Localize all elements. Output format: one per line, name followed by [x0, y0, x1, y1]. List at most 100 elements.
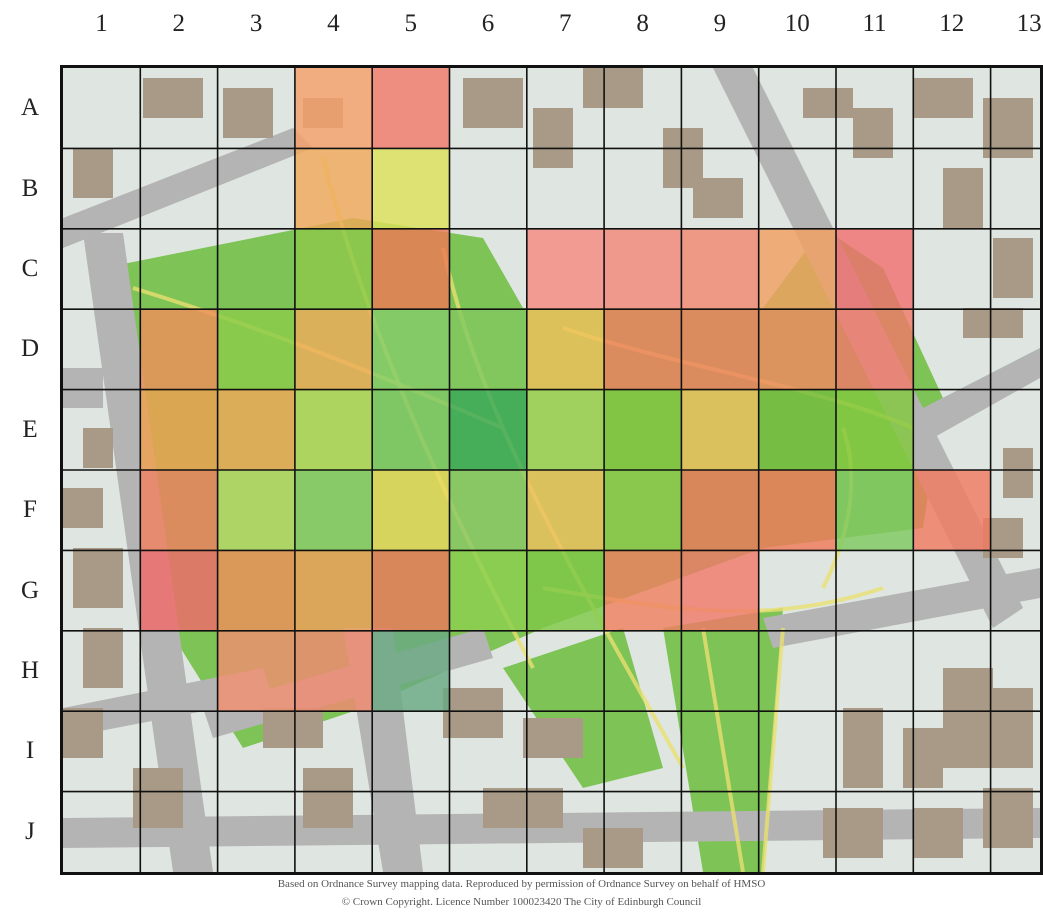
heat-cell-C11 [836, 228, 914, 310]
road-1 [63, 128, 313, 248]
column-label-7: 7 [559, 10, 572, 37]
heat-cell-A4 [294, 68, 373, 149]
heat-cell-F3 [217, 470, 295, 551]
building-24 [523, 718, 583, 758]
heat-cell-C7 [526, 228, 605, 310]
map-grid [60, 65, 1043, 875]
building-33 [133, 768, 183, 828]
footpath-6 [701, 627, 745, 872]
building-18 [63, 488, 103, 528]
building-35 [583, 828, 643, 868]
column-label-13: 13 [1016, 10, 1042, 37]
heat-cell-G5 [372, 550, 450, 631]
row-label-B: B [21, 174, 39, 202]
heat-cell-C10 [758, 228, 836, 310]
heat-cell-E3 [217, 389, 295, 470]
column-label-10: 10 [784, 10, 810, 37]
heat-cells-layer [140, 68, 991, 712]
heat-cell-H3 [217, 630, 295, 712]
heat-cell-C9 [681, 228, 759, 310]
building-13 [943, 168, 983, 228]
heat-cell-D10 [758, 309, 836, 390]
heat-cell-F4 [294, 470, 373, 551]
heat-cell-D3 [217, 309, 295, 390]
heat-cell-E9 [681, 389, 759, 470]
heat-cell-C5 [372, 228, 450, 310]
row-label-I: I [25, 737, 35, 765]
column-label-3: 3 [249, 10, 263, 37]
heat-cell-F10 [758, 470, 836, 551]
heat-cell-F7 [526, 470, 605, 551]
heat-cell-B5 [372, 148, 450, 229]
heat-cell-E2 [140, 389, 218, 470]
heat-cell-A5 [372, 68, 450, 149]
column-label-6: 6 [481, 10, 495, 37]
building-11 [913, 78, 973, 118]
building-1 [143, 78, 203, 118]
building-26 [843, 708, 883, 788]
building-20 [83, 628, 123, 688]
heat-cell-F12 [913, 470, 991, 551]
row-label-C: C [21, 255, 39, 282]
building-8 [693, 178, 743, 218]
heat-cell-D11 [836, 309, 914, 390]
heat-cell-F2 [140, 470, 218, 551]
column-label-8: 8 [636, 10, 649, 37]
building-36 [1003, 448, 1033, 498]
road-8 [923, 348, 1040, 438]
building-10 [853, 108, 893, 158]
building-19 [73, 548, 123, 608]
credit-line-1: Based on Ordnance Survey mapping data. R… [277, 878, 766, 890]
building-31 [913, 808, 963, 858]
building-25 [483, 788, 563, 828]
building-30 [823, 808, 883, 858]
column-label-4: 4 [327, 10, 340, 37]
heat-cell-D6 [449, 309, 527, 390]
building-14 [993, 238, 1033, 298]
heat-cell-G6 [449, 550, 527, 631]
heat-cell-F6 [449, 470, 527, 551]
building-17 [83, 428, 113, 468]
heat-cell-E11 [836, 389, 914, 470]
column-label-11: 11 [862, 10, 887, 37]
heat-cell-B4 [294, 148, 373, 229]
heat-cell-F9 [681, 470, 759, 551]
heat-cell-D2 [140, 309, 218, 390]
building-2 [223, 88, 273, 138]
heat-cell-G4 [294, 550, 373, 631]
heat-cell-F5 [372, 470, 450, 551]
column-label-2: 2 [172, 10, 186, 37]
heat-cell-G2 [140, 550, 218, 631]
column-label-9: 9 [713, 10, 727, 37]
heat-cell-C4 [294, 228, 373, 310]
column-label-12: 12 [939, 10, 965, 37]
row-label-J: J [25, 817, 35, 845]
grid-lines-layer [63, 68, 1040, 872]
building-4 [463, 78, 523, 128]
heat-cell-E8 [604, 389, 682, 470]
building-29 [993, 688, 1033, 768]
heat-cell-F8 [604, 470, 682, 551]
road-3 [63, 368, 103, 408]
row-label-D: D [20, 335, 40, 363]
row-label-E: E [22, 415, 38, 443]
heat-cell-D9 [681, 309, 759, 390]
map-canvas [63, 68, 1040, 872]
heat-cell-F11 [836, 470, 914, 551]
heat-cell-G7 [526, 550, 605, 631]
building-16 [73, 148, 113, 198]
row-label-A: A [20, 94, 40, 122]
heat-cell-E6 [449, 389, 527, 470]
heat-cell-D5 [372, 309, 450, 390]
row-label-G: G [20, 576, 40, 604]
row-label-H: H [20, 657, 40, 684]
heat-cell-C8 [604, 228, 682, 310]
building-9 [803, 88, 853, 118]
building-5 [533, 108, 573, 168]
building-23 [443, 688, 503, 738]
heat-cell-G8 [604, 550, 682, 631]
building-15 [963, 308, 1023, 338]
building-27 [903, 728, 943, 788]
heat-cell-E4 [294, 389, 373, 470]
heat-cell-E5 [372, 389, 450, 470]
